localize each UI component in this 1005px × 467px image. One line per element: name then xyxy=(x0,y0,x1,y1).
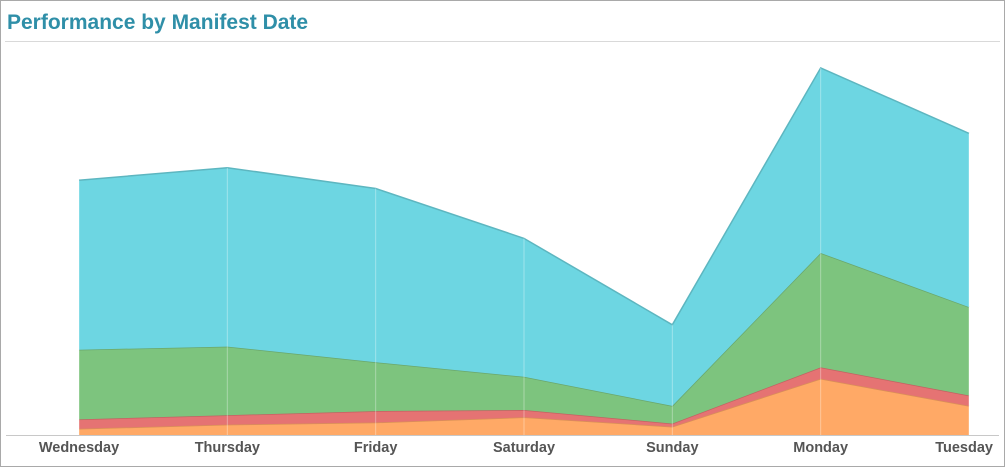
series-area-4 xyxy=(79,67,969,406)
x-tick-label: Wednesday xyxy=(39,440,119,456)
x-tick-label: Thursday xyxy=(195,440,260,456)
x-tick-label: Monday xyxy=(793,440,848,456)
series-area-3 xyxy=(79,253,969,424)
series-line-4 xyxy=(78,66,970,326)
category-gridlines xyxy=(78,67,970,435)
x-tick-label: Sunday xyxy=(646,440,698,456)
chart-title: Performance by Manifest Date xyxy=(7,11,309,34)
x-tick-label: Saturday xyxy=(493,440,555,456)
series-areas xyxy=(78,66,970,435)
x-tick-label: Friday xyxy=(354,440,398,456)
x-tick-labels: Wednesday Thursday Friday Saturday Sunday Mon… xyxy=(39,440,993,456)
series-area-1 xyxy=(79,378,969,435)
title-divider xyxy=(5,41,1000,42)
x-tick-label: Tuesday xyxy=(935,440,993,456)
